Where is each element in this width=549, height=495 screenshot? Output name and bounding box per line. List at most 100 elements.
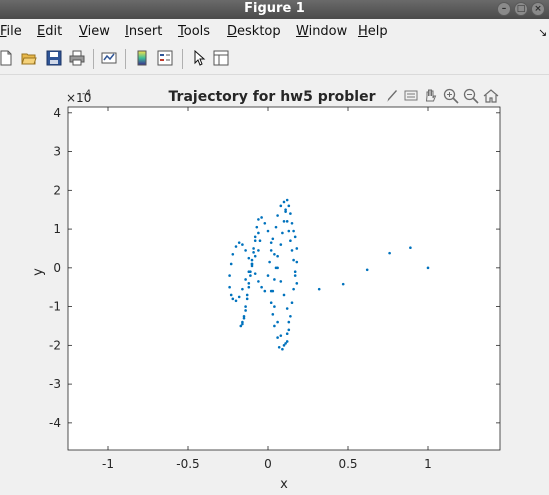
data-point bbox=[276, 254, 279, 258]
data-point bbox=[426, 266, 430, 270]
menu-edit[interactable]: Edit bbox=[37, 24, 63, 39]
data-point bbox=[244, 305, 247, 308]
data-point bbox=[252, 247, 255, 250]
axes-background[interactable] bbox=[67, 106, 501, 451]
data-point bbox=[273, 278, 276, 281]
save-icon[interactable] bbox=[46, 50, 62, 66]
data-point bbox=[276, 266, 279, 270]
data-point bbox=[317, 287, 321, 291]
insert-colorbar-icon[interactable] bbox=[134, 50, 150, 66]
data-point bbox=[277, 345, 281, 349]
data-point bbox=[282, 200, 286, 204]
data-point bbox=[237, 241, 241, 244]
data-point bbox=[293, 235, 297, 239]
data-point bbox=[244, 278, 247, 281]
data-point bbox=[242, 316, 246, 320]
menu-tools[interactable]: Tools bbox=[178, 24, 211, 39]
menu-view[interactable]: View bbox=[79, 24, 110, 39]
edit-plot-pointer-icon[interactable] bbox=[191, 50, 207, 66]
y-tick-label: -1 bbox=[49, 300, 61, 314]
y-tick-label: 1 bbox=[53, 222, 61, 236]
data-point bbox=[292, 287, 295, 291]
data-point bbox=[279, 280, 283, 283]
dock-arrow-icon[interactable]: ↘ bbox=[538, 26, 548, 39]
menu-window[interactable]: Window bbox=[296, 24, 348, 39]
data-point bbox=[289, 314, 292, 318]
data-point bbox=[266, 274, 270, 277]
brush-icon[interactable] bbox=[382, 87, 400, 105]
menu-file[interactable]: File bbox=[0, 24, 22, 39]
property-inspector-icon[interactable] bbox=[213, 50, 229, 66]
data-point bbox=[253, 239, 257, 243]
data-point bbox=[257, 218, 260, 221]
x-tick-label: 0.5 bbox=[338, 457, 357, 471]
data-point bbox=[228, 285, 231, 289]
data-point bbox=[289, 239, 292, 243]
y-exponent-base: ×10 bbox=[66, 91, 91, 105]
data-point bbox=[285, 340, 289, 343]
data-point bbox=[269, 301, 273, 305]
data-point bbox=[250, 262, 254, 266]
data-point bbox=[257, 280, 260, 283]
data-point bbox=[292, 258, 295, 262]
data-point bbox=[282, 220, 286, 223]
insert-legend-icon[interactable] bbox=[157, 50, 173, 66]
data-point bbox=[247, 256, 251, 260]
data-point bbox=[365, 268, 369, 272]
data-point bbox=[287, 320, 291, 324]
close-icon[interactable]: × bbox=[531, 2, 545, 16]
figure-toolbar bbox=[0, 44, 549, 75]
data-point bbox=[241, 320, 244, 324]
data-point bbox=[241, 322, 244, 326]
menu-help[interactable]: Help bbox=[358, 24, 388, 39]
data-point bbox=[239, 324, 243, 328]
data-point bbox=[292, 229, 295, 233]
data-point bbox=[244, 309, 247, 312]
data-point bbox=[287, 328, 291, 332]
data-point bbox=[287, 204, 291, 208]
data-point bbox=[285, 332, 289, 336]
data-point bbox=[247, 270, 251, 274]
toolbar-separator bbox=[93, 49, 94, 69]
data-point bbox=[247, 285, 251, 289]
menu-desktop[interactable]: Desktop bbox=[227, 24, 281, 39]
data-point bbox=[271, 237, 275, 241]
open-file-icon[interactable] bbox=[21, 50, 37, 66]
data-point bbox=[284, 210, 287, 213]
x-tick-label: 0 bbox=[264, 457, 272, 471]
new-figure-icon[interactable] bbox=[0, 50, 14, 66]
data-point bbox=[282, 344, 286, 347]
axes-toolbar bbox=[382, 87, 500, 105]
data-point bbox=[293, 274, 297, 277]
print-icon[interactable] bbox=[69, 50, 85, 66]
data-point bbox=[290, 249, 294, 252]
link-plot-icon[interactable] bbox=[101, 50, 117, 66]
y-tick-label: 4 bbox=[53, 106, 61, 120]
zoom-out-icon[interactable] bbox=[462, 87, 480, 105]
maximize-icon[interactable]: □ bbox=[514, 2, 528, 16]
x-axis: -1 -0.5 0 0.5 1 bbox=[102, 107, 432, 471]
y-tick-label: -3 bbox=[49, 377, 61, 391]
menu-insert[interactable]: Insert bbox=[125, 24, 163, 39]
data-point bbox=[250, 258, 254, 262]
home-icon[interactable] bbox=[482, 87, 500, 105]
y-axis-label: y bbox=[31, 268, 46, 276]
x-tick-label: 1 bbox=[424, 457, 432, 471]
window-titlebar: Figure 1 – □ × bbox=[0, 0, 549, 19]
data-point bbox=[295, 260, 299, 264]
data-point bbox=[276, 214, 279, 217]
minimize-icon[interactable]: – bbox=[497, 2, 511, 16]
data-point bbox=[285, 220, 289, 223]
y-axis: -4 -3 -2 -1 0 1 2 3 4 bbox=[49, 106, 500, 430]
data-point bbox=[253, 272, 257, 275]
zoom-in-icon[interactable] bbox=[442, 87, 460, 105]
pan-hand-icon[interactable] bbox=[422, 87, 440, 105]
data-tips-icon[interactable] bbox=[402, 87, 420, 105]
window-controls: – □ × bbox=[497, 2, 545, 16]
data-point bbox=[242, 314, 246, 318]
data-point bbox=[409, 246, 412, 249]
data-point bbox=[266, 229, 270, 233]
y-tick-label: -4 bbox=[49, 416, 61, 430]
data-point bbox=[249, 274, 252, 277]
y-tick-label: 2 bbox=[53, 183, 61, 197]
